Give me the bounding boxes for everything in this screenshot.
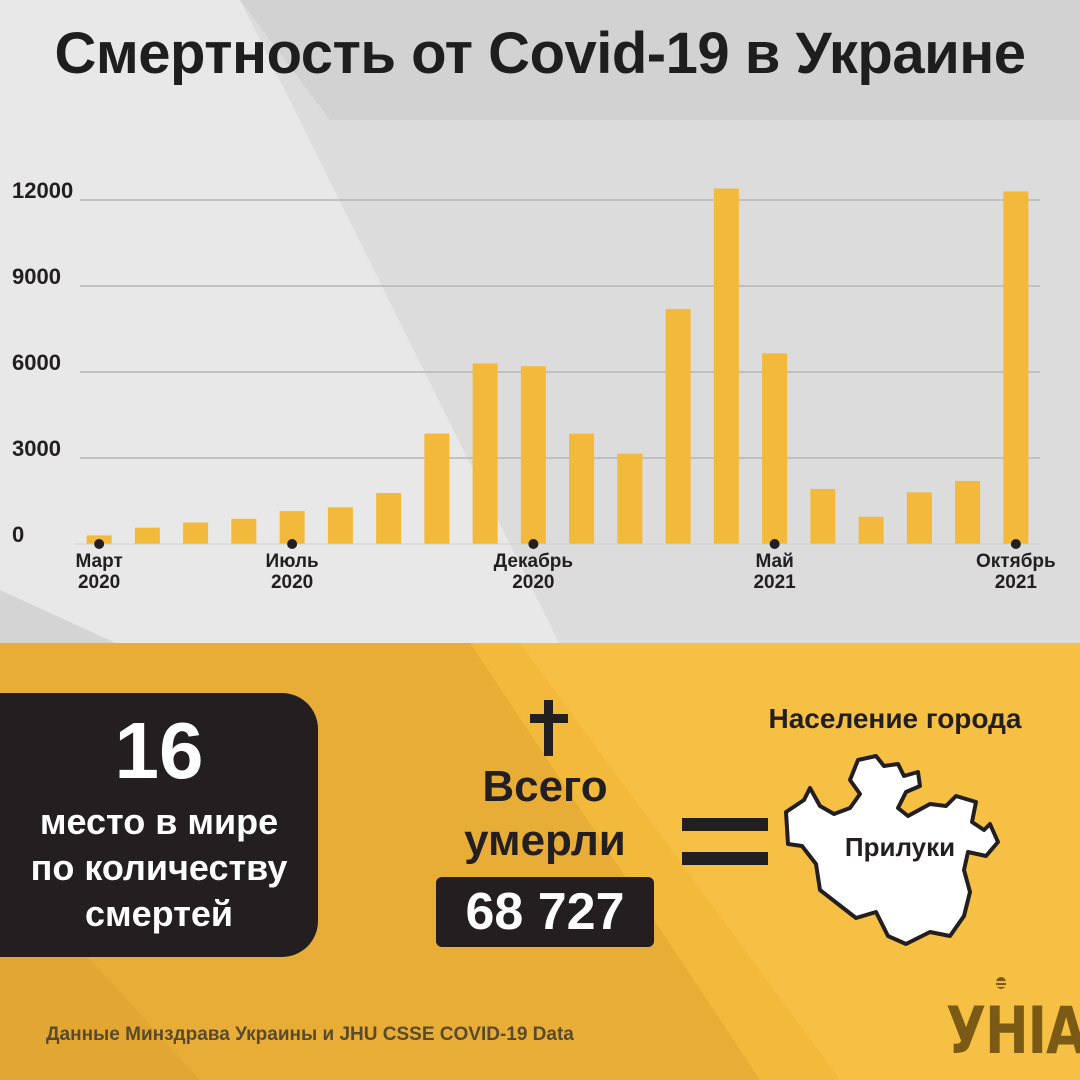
bar-8 <box>424 433 450 544</box>
rank-card: 16 место в мире по количеству смертей <box>0 693 318 957</box>
bar-19 <box>955 480 981 544</box>
microphone-icon <box>996 977 1006 989</box>
rank-text-line-3: смертей <box>85 893 233 934</box>
total-label: Всего умерли <box>430 760 660 868</box>
y-tick-label-0: 0 <box>12 522 24 547</box>
bar-16 <box>810 488 836 544</box>
equals-icon <box>682 818 768 868</box>
x-tick-label-14-year: 2021 <box>753 572 796 593</box>
bar-20 <box>1003 191 1029 544</box>
y-tick-label-9000: 9000 <box>12 264 61 289</box>
bar-2 <box>134 527 160 544</box>
x-tick-dot-4 <box>287 539 298 549</box>
total-label-line-1: Всего <box>482 762 608 811</box>
chart-title: Смертность от Covid-19 в Украине <box>54 21 1026 86</box>
x-tick-dot-14 <box>769 539 780 549</box>
x-tick-label-19-month: Октябрь <box>976 551 1056 572</box>
population-title: Население города <box>768 703 1022 734</box>
x-tick-label-0-month: Март <box>75 551 122 572</box>
bar-15 <box>762 353 788 544</box>
cross-icon <box>530 700 568 756</box>
rank-number: 16 <box>114 706 204 795</box>
x-tick-dot-0 <box>94 539 105 549</box>
bar-6 <box>327 507 353 544</box>
rank-text-line-1: место в мире <box>39 801 279 842</box>
total-deaths-value: 68 727 <box>436 877 654 947</box>
rank-text-line-2: по количеству <box>30 847 288 888</box>
y-tick-label-12000: 12000 <box>12 178 73 203</box>
bar-10 <box>520 366 546 544</box>
city-map-icon <box>784 754 1000 946</box>
x-tick-dot-9 <box>528 539 539 549</box>
bar-17 <box>858 516 884 544</box>
bar-12 <box>617 453 643 544</box>
bar-11 <box>569 433 595 544</box>
bar-14 <box>713 188 739 545</box>
bar-9 <box>472 363 498 544</box>
source-note: Данные Минздрава Украины и JHU CSSE COVI… <box>46 1024 574 1045</box>
y-tick-label-3000: 3000 <box>12 436 61 461</box>
logo-text: УНІАН <box>946 994 1080 1069</box>
bar-13 <box>665 308 691 544</box>
bar-5 <box>279 511 305 544</box>
uniain-logo: УНІАН <box>946 976 1080 1069</box>
bar-18 <box>906 492 932 544</box>
bar-7 <box>376 492 402 544</box>
total-label-line-2: умерли <box>464 816 626 865</box>
city-name: Прилуки <box>844 832 956 862</box>
y-tick-label-6000: 6000 <box>12 350 61 375</box>
x-tick-label-14-month: Май <box>755 551 793 572</box>
bar-4 <box>231 518 257 544</box>
x-tick-label-4-year: 2020 <box>271 572 313 593</box>
x-tick-dot-19 <box>1010 539 1021 549</box>
x-tick-label-4-month: Июль <box>266 551 319 572</box>
x-tick-label-9-year: 2020 <box>512 572 554 593</box>
x-tick-label-9-month: Декабрь <box>494 551 573 572</box>
bar-3 <box>183 522 209 544</box>
x-tick-label-19-year: 2021 <box>995 572 1038 593</box>
bar-chart: 030006000900012000Март2020Июль2020Декабр… <box>12 178 1056 593</box>
x-tick-label-0-year: 2020 <box>78 572 120 593</box>
